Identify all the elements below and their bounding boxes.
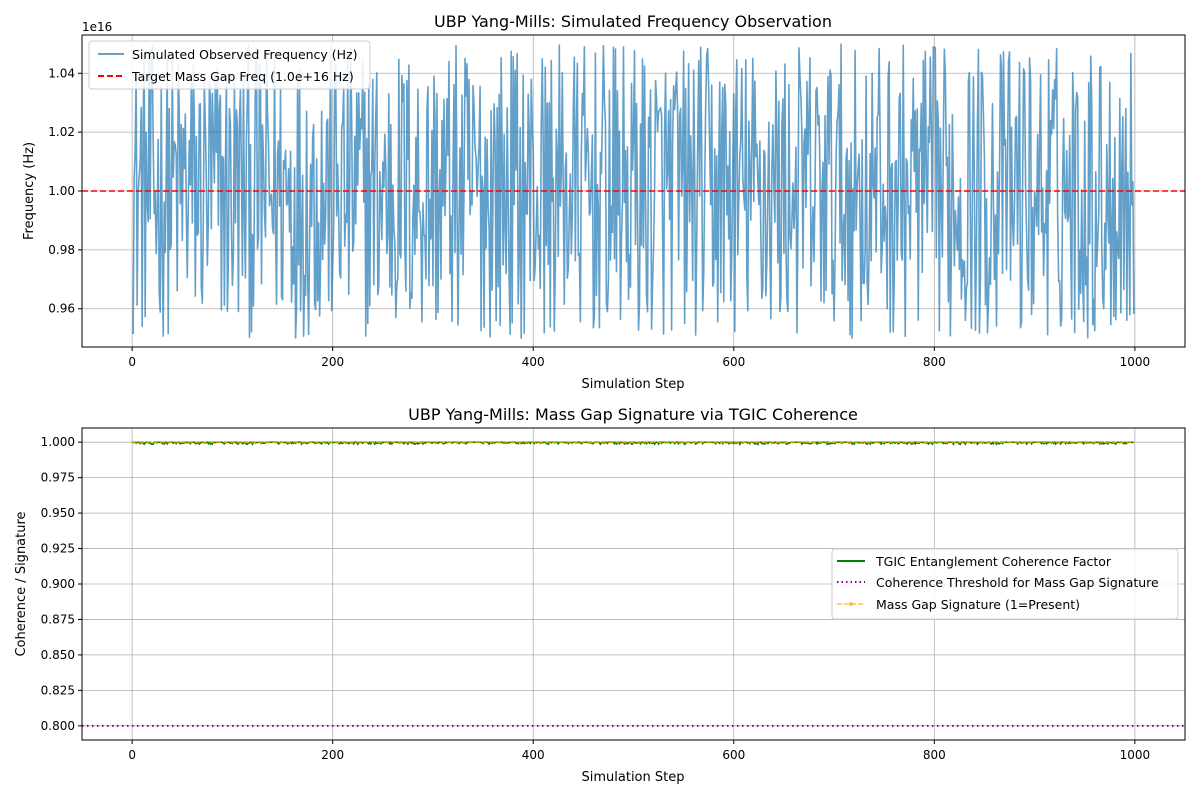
- top-plot-area: [82, 43, 1185, 339]
- bottom-legend-marker-signature: [849, 602, 853, 606]
- y-tick-label: 0.975: [41, 471, 75, 485]
- top-legend-label-frequency: Simulated Observed Frequency (Hz): [132, 47, 358, 62]
- y-tick-label: 0.825: [41, 683, 75, 697]
- x-tick-label: 0: [128, 748, 136, 762]
- x-tick-label: 400: [522, 355, 545, 369]
- bottom-legend-label-threshold: Coherence Threshold for Mass Gap Signatu…: [876, 575, 1159, 590]
- bottom-x-axis-label: Simulation Step: [582, 770, 685, 785]
- bottom-x-ticks: 0 200 400 600 800 1000: [128, 740, 1150, 762]
- series-0-0-line: [131, 43, 1135, 339]
- y-tick-label: 0.96: [48, 302, 75, 316]
- top-chart-title: UBP Yang-Mills: Simulated Frequency Obse…: [434, 12, 832, 31]
- y-tick-label: 0.98: [48, 243, 75, 257]
- bottom-legend-label-coherence: TGIC Entanglement Coherence Factor: [875, 554, 1112, 569]
- y-tick-label: 1.04: [48, 66, 75, 80]
- x-tick-label: 400: [522, 748, 545, 762]
- x-tick-label: 0: [128, 355, 136, 369]
- x-tick-label: 800: [923, 355, 946, 369]
- x-tick-label: 600: [722, 748, 745, 762]
- top-legend-label-target: Target Mass Gap Freq (1.0e+16 Hz): [131, 69, 354, 84]
- top-y-axis-label: Frequency (Hz): [22, 142, 37, 240]
- y-tick-label: 1.000: [41, 435, 75, 449]
- y-tick-label: 0.950: [41, 506, 75, 520]
- y-tick-label: 0.850: [41, 648, 75, 662]
- bottom-y-ticks: 0.800 0.825 0.850 0.875 0.900 0.925 0.950 0.975…: [41, 435, 82, 733]
- top-x-axis-label: Simulation Step: [582, 377, 685, 392]
- x-tick-label: 1000: [1120, 748, 1151, 762]
- bottom-y-axis-label: Coherence / Signature: [14, 511, 29, 656]
- top-axes: UBP Yang-Mills: Simulated Frequency Obse…: [22, 12, 1186, 392]
- top-y-offset-text: 1e16: [82, 20, 112, 34]
- y-tick-label: 1.02: [48, 125, 75, 139]
- top-x-ticks: 0 200 400 600 800 1000: [128, 347, 1150, 369]
- x-tick-label: 200: [321, 748, 344, 762]
- x-tick-label: 600: [722, 355, 745, 369]
- y-tick-label: 0.800: [41, 719, 75, 733]
- top-y-ticks: 0.96 0.98 1.00 1.02 1.04: [48, 66, 82, 316]
- bottom-axes: UBP Yang-Mills: Mass Gap Signature via T…: [14, 405, 1186, 785]
- y-tick-label: 0.900: [41, 577, 75, 591]
- bottom-legend: TGIC Entanglement Coherence Factor Coher…: [831, 548, 1179, 620]
- x-tick-label: 1000: [1120, 355, 1151, 369]
- bottom-plot-area: [82, 440, 1185, 727]
- x-tick-label: 200: [321, 355, 344, 369]
- bottom-legend-box: [831, 548, 1179, 620]
- y-tick-label: 0.925: [41, 542, 75, 556]
- bottom-chart-title: UBP Yang-Mills: Mass Gap Signature via T…: [408, 405, 858, 424]
- top-legend-box: [88, 40, 371, 90]
- x-tick-label: 800: [923, 748, 946, 762]
- y-tick-label: 1.00: [48, 184, 75, 198]
- y-tick-label: 0.875: [41, 612, 75, 626]
- bottom-legend-label-signature: Mass Gap Signature (1=Present): [876, 597, 1080, 612]
- top-legend: Simulated Observed Frequency (Hz) Target…: [88, 40, 371, 90]
